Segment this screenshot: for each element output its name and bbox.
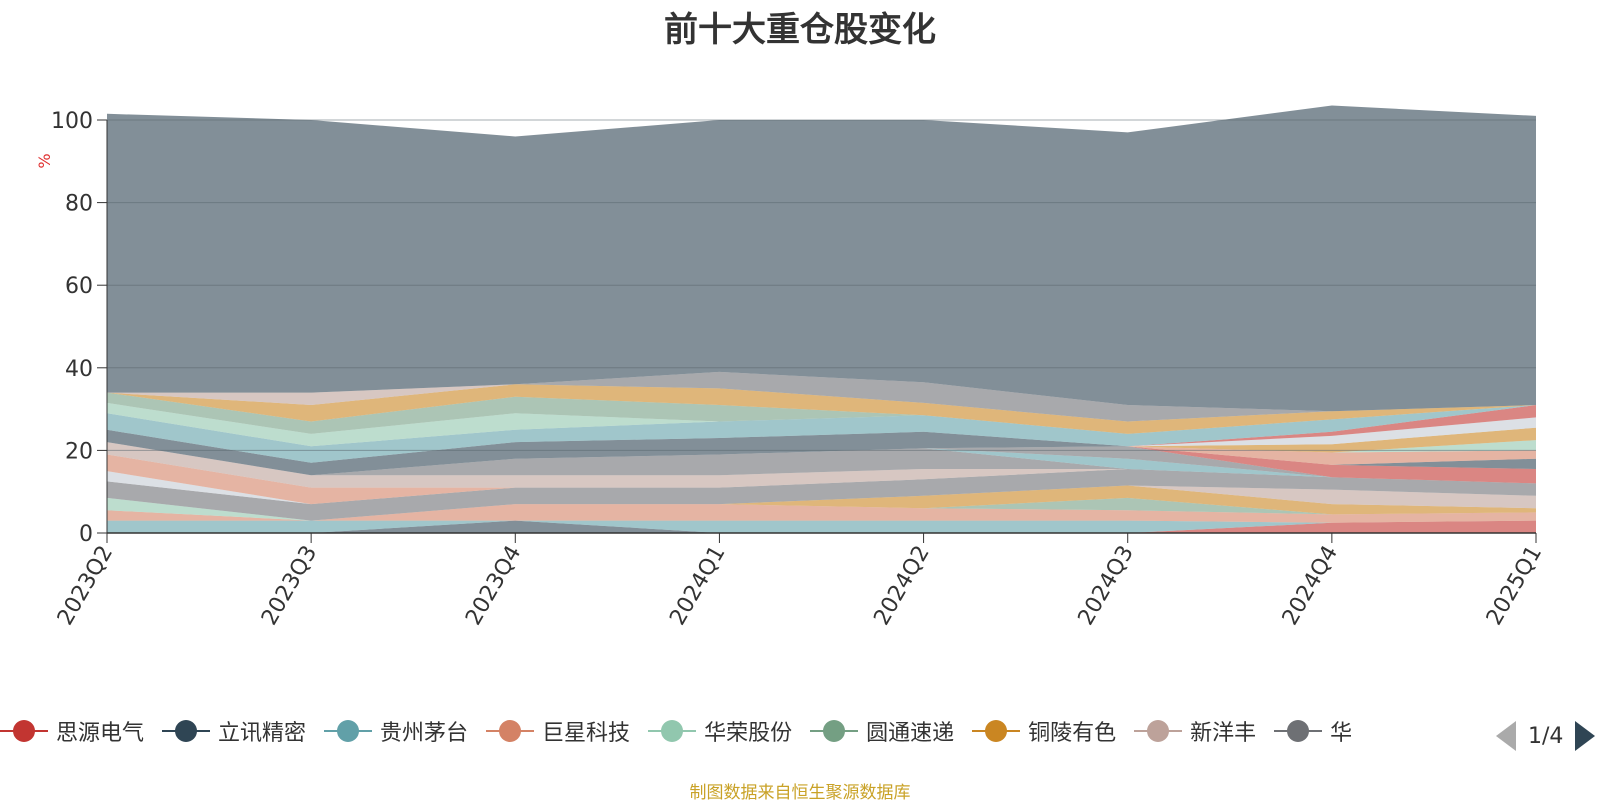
legend-marker bbox=[0, 719, 48, 743]
legend-marker bbox=[324, 719, 373, 743]
area-series-12 bbox=[107, 442, 1536, 484]
y-tick-label: 60 bbox=[65, 274, 93, 299]
legend-label: 立讯精密 bbox=[218, 721, 307, 746]
area-series-25 bbox=[107, 384, 1536, 434]
area-series-2 bbox=[107, 520, 1536, 533]
y-tick-label: 40 bbox=[65, 357, 93, 382]
area-series-1 bbox=[107, 520, 1536, 533]
legend: 思源电气 立讯精密 贵州茅台 巨星科技 华荣股份 圆通速递 铜陵有色 新洋丰 华 bbox=[0, 715, 1490, 751]
x-tick-label: 2024Q1 bbox=[665, 542, 730, 630]
area-series-19 bbox=[107, 427, 1536, 463]
legend-label: 圆通速递 bbox=[866, 721, 955, 746]
legend-label: 华 bbox=[1330, 721, 1353, 746]
legend-marker bbox=[648, 719, 697, 743]
x-tick-label: 2024Q4 bbox=[1278, 542, 1343, 630]
legend-marker bbox=[1134, 719, 1183, 743]
area-series-16 bbox=[107, 429, 1536, 476]
legend-label: 铜陵有色 bbox=[1028, 721, 1117, 746]
legend-label: 新洋丰 bbox=[1190, 721, 1257, 746]
data-source-note: 制图数据来自恒生聚源数据库 bbox=[689, 783, 911, 803]
legend-item[interactable]: 巨星科技 bbox=[486, 715, 630, 747]
legend-item[interactable]: 思源电气 bbox=[0, 715, 144, 747]
area-series-24 bbox=[107, 392, 1536, 434]
area-series-10 bbox=[107, 454, 1536, 505]
x-tick-label: 2023Q4 bbox=[461, 542, 526, 630]
y-tick-label: 20 bbox=[65, 439, 93, 464]
legend-pager: 1/4 bbox=[1496, 718, 1596, 754]
legend-page-indicator: 1/4 bbox=[1528, 723, 1564, 749]
area-series-22 bbox=[107, 405, 1536, 463]
legend-marker bbox=[486, 719, 535, 743]
area-series bbox=[107, 105, 1536, 533]
legend-next-page-button[interactable] bbox=[1575, 721, 1596, 751]
y-tick-label: 80 bbox=[65, 192, 93, 217]
y-axis-label: % bbox=[35, 153, 54, 168]
legend-prev-page-button[interactable] bbox=[1496, 721, 1516, 751]
y-tick-label: 100 bbox=[51, 109, 93, 134]
legend-label: 思源电气 bbox=[56, 721, 145, 746]
area-series-20 bbox=[107, 417, 1536, 463]
legend-marker bbox=[162, 719, 211, 743]
legend-item[interactable]: 圆通速递 bbox=[810, 715, 954, 747]
legend-label: 贵州茅台 bbox=[380, 721, 469, 746]
y-tick-label: 0 bbox=[79, 522, 93, 547]
area-series-5 bbox=[107, 497, 1536, 521]
x-tick-label: 2024Q2 bbox=[869, 542, 934, 630]
legend-marker bbox=[972, 719, 1021, 743]
legend-item[interactable]: 立讯精密 bbox=[162, 715, 306, 747]
area-series-15 bbox=[107, 442, 1536, 484]
legend-item[interactable]: 贵州茅台 bbox=[324, 715, 468, 747]
area-series-11 bbox=[107, 442, 1536, 488]
area-series-17 bbox=[107, 429, 1536, 465]
area-series-8 bbox=[107, 469, 1536, 521]
area-series-0 bbox=[107, 520, 1536, 533]
x-tick-label: 2023Q3 bbox=[257, 542, 322, 630]
x-tick-label: 2024Q3 bbox=[1074, 542, 1139, 630]
x-tick-label: 2023Q2 bbox=[53, 542, 118, 630]
legend-item[interactable]: 新洋丰 bbox=[1134, 715, 1256, 747]
legend-label: 华荣股份 bbox=[704, 721, 793, 746]
legend-label: 巨星科技 bbox=[542, 721, 631, 746]
chart-title: 前十大重仓股变化 bbox=[664, 10, 936, 50]
legend-item[interactable]: 铜陵有色 bbox=[972, 715, 1116, 747]
legend-item[interactable]: 华荣股份 bbox=[648, 715, 792, 747]
area-series-3 bbox=[107, 504, 1536, 523]
x-tick-label: 2025Q1 bbox=[1482, 542, 1547, 630]
chart-plot: 0 20 40 60 80 100% 2023Q2 2023Q3 2023Q4 2024Q1 202… bbox=[35, 105, 1547, 630]
area-series-27 bbox=[107, 371, 1536, 422]
legend-marker bbox=[1274, 719, 1323, 743]
area-series-6 bbox=[107, 485, 1536, 521]
legend-marker bbox=[810, 719, 859, 743]
legend-item[interactable]: 华 bbox=[1274, 715, 1352, 747]
area-series-28 bbox=[107, 105, 1536, 412]
